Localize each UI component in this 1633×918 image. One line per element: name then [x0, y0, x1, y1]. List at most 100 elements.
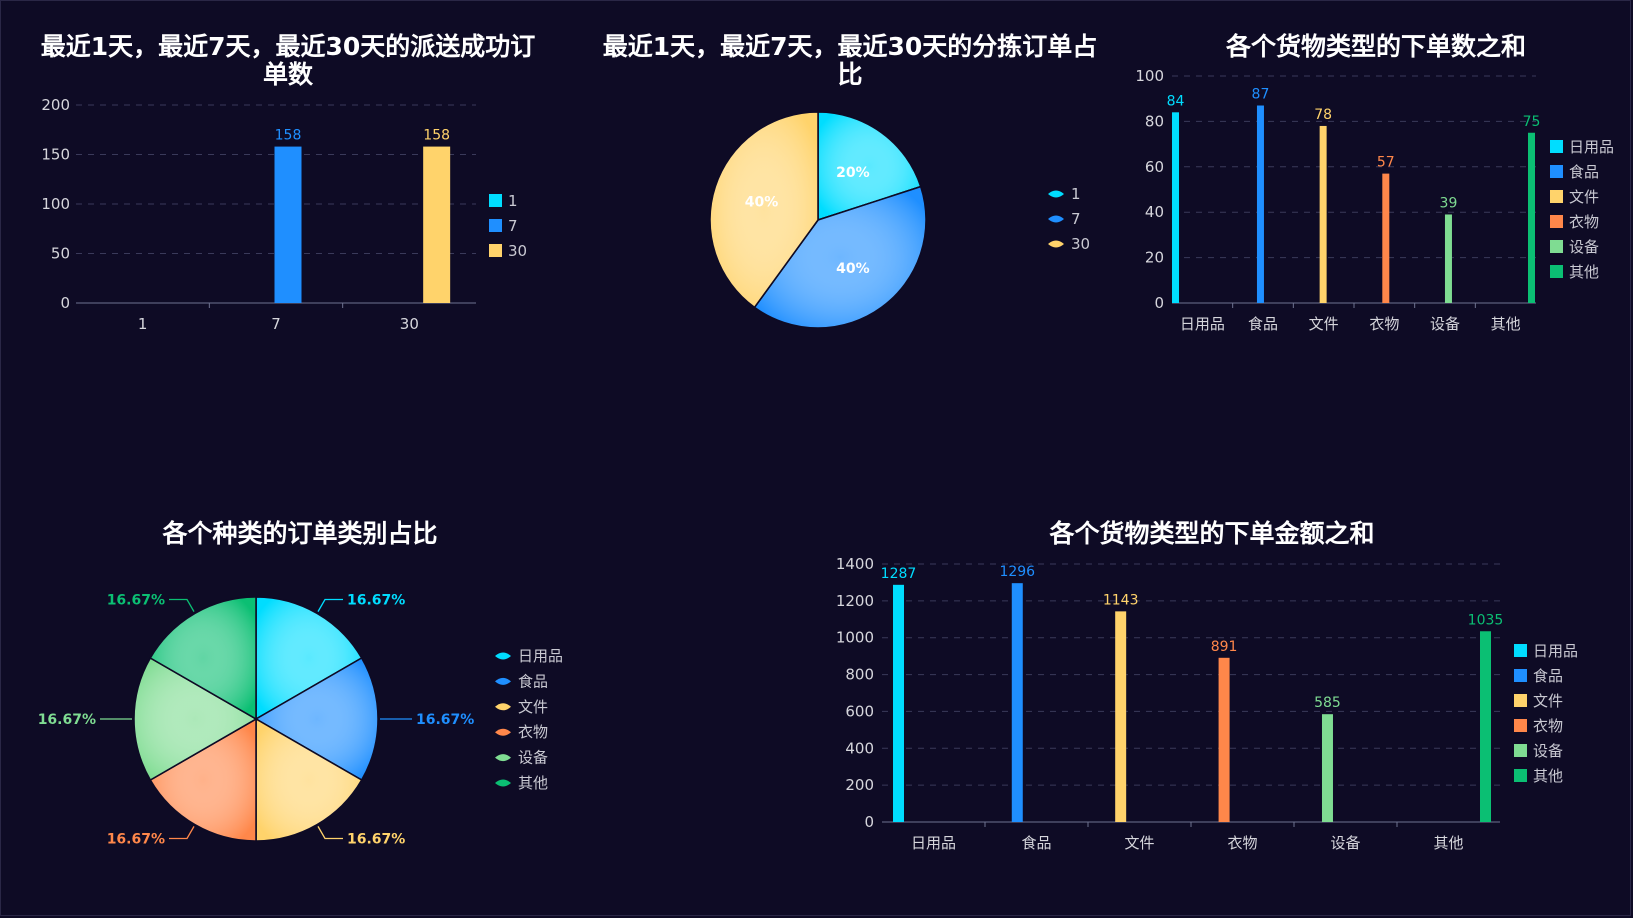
legend-swatch[interactable] [1514, 719, 1527, 732]
x-tick-label: 设备 [1330, 834, 1360, 852]
y-tick-label: 1200 [836, 592, 874, 610]
legend-swatch[interactable] [1550, 215, 1563, 228]
legend-swatch[interactable] [1550, 240, 1563, 253]
legend-swatch[interactable] [1514, 769, 1527, 782]
legend-swatch[interactable] [1550, 140, 1563, 153]
bar-value-label: 57 [1377, 155, 1395, 171]
legend-swatch[interactable] [1514, 669, 1527, 682]
pie-slice-label: 40% [836, 261, 870, 277]
legend-label: 其他 [1569, 263, 1599, 281]
legend-swatch[interactable] [1514, 644, 1527, 657]
legend-swatch[interactable] [495, 754, 511, 762]
y-tick-label: 80 [1145, 112, 1164, 130]
legend-swatch[interactable] [1550, 190, 1563, 203]
bar [1115, 611, 1127, 822]
legend-label: 30 [508, 242, 527, 260]
chart-title: 各个货物类型的下单金额之和 [1048, 519, 1374, 548]
legend-swatch[interactable] [1550, 265, 1563, 278]
x-tick-label: 衣物 [1227, 834, 1257, 852]
bar [1321, 714, 1333, 822]
bar-value-label: 87 [1252, 87, 1270, 103]
legend-label: 设备 [1533, 742, 1563, 760]
y-tick-label: 100 [1135, 67, 1164, 85]
x-tick-label: 食品 [1248, 315, 1278, 333]
pie-slice-shade [255, 717, 363, 842]
pie-slice-shade [149, 717, 257, 842]
chart-title: 最近1天，最近7天，最近30天的分拣订单占 [603, 32, 1098, 61]
legend-label: 日用品 [1533, 642, 1578, 660]
y-tick-label: 60 [1145, 158, 1164, 176]
order-count-by-type-chart: 各个货物类型的下单数之和 0 20 40 60 80 100 日用品 84 食品 87 文件 78 衣物 5… [1110, 0, 1630, 360]
legend-swatch[interactable] [1048, 190, 1064, 198]
pie-slice-label: 20% [836, 165, 870, 181]
legend-swatch[interactable] [1514, 694, 1527, 707]
bar-value-label: 78 [1314, 107, 1332, 123]
bar-value-label: 891 [1211, 639, 1238, 655]
legend-label: 文件 [1569, 188, 1599, 206]
y-tick-label: 40 [1145, 203, 1164, 221]
legend-label: 文件 [518, 698, 548, 716]
legend-label: 设备 [518, 749, 548, 767]
legend-swatch[interactable] [489, 219, 502, 232]
pie-label-line [317, 826, 343, 840]
chart-title: 比 [837, 60, 862, 89]
legend-label: 食品 [1569, 163, 1599, 181]
legend-swatch[interactable] [495, 779, 511, 787]
y-tick-label: 400 [845, 739, 874, 757]
pie-slice-shade [817, 111, 922, 222]
y-tick-label: 0 [864, 813, 874, 831]
bar-value-label: 1143 [1103, 592, 1139, 608]
legend-label: 其他 [518, 774, 548, 792]
bar [1382, 173, 1390, 303]
x-tick-label: 7 [271, 315, 281, 333]
y-tick-label: 1400 [836, 555, 874, 573]
legend-swatch[interactable] [495, 652, 511, 660]
pie-label-line [169, 826, 195, 840]
legend-label: 日用品 [518, 647, 563, 665]
legend-swatch[interactable] [495, 728, 511, 736]
bar [1444, 214, 1452, 303]
pie-slice-shade [133, 656, 258, 782]
bar [1319, 125, 1327, 303]
bar-value-label: 1287 [881, 566, 917, 582]
bar-value-label: 158 [275, 128, 302, 144]
legend-swatch[interactable] [1048, 215, 1064, 223]
legend-swatch[interactable] [489, 194, 502, 207]
y-tick-label: 200 [845, 776, 874, 794]
pie-slice-label: 16.67% [107, 592, 165, 608]
legend-swatch[interactable] [1048, 240, 1064, 248]
legend-swatch[interactable] [495, 703, 511, 711]
pie-slice-shade [149, 596, 257, 721]
order-amount-by-type-chart: 各个货物类型的下单金额之和 0 200 400 600 800 1000 1200 1400 日用… [820, 495, 1630, 895]
delivery-success-chart: 最近1天，最近7天，最近30天的派送成功订 单数 0 50 100 150 200 1 7 30 1… [0, 0, 560, 360]
pie-slice-label: 16.67% [38, 712, 96, 728]
chart-title: 各个货物类型的下单数之和 [1225, 32, 1526, 61]
bar [1480, 631, 1491, 822]
pie-slice-shade [254, 656, 379, 782]
y-tick-label: 1000 [836, 629, 874, 647]
order-category-ratio-chart: 各个种类的订单类别占比 16.67% 16.67% 16.67% 16.67% 16.67… [0, 495, 600, 895]
pie-slice-label: 16.67% [416, 712, 474, 728]
chart-title: 各个种类的订单类别占比 [161, 519, 437, 548]
bar-value-label: 585 [1314, 695, 1341, 711]
x-tick-label: 日用品 [911, 834, 956, 852]
legend-swatch[interactable] [489, 244, 502, 257]
legend-label: 30 [1071, 235, 1090, 253]
bar-value-label: 1296 [999, 564, 1035, 580]
bar-value-label: 84 [1167, 93, 1185, 109]
x-tick-label: 食品 [1021, 834, 1051, 852]
y-tick-label: 0 [60, 294, 70, 312]
legend-swatch[interactable] [495, 677, 511, 685]
legend-swatch[interactable] [1514, 744, 1527, 757]
bar [1011, 583, 1023, 822]
pie-slice-label: 16.67% [347, 592, 405, 608]
legend-label: 食品 [1533, 667, 1563, 685]
y-tick-label: 600 [845, 702, 874, 720]
bar-value-label: 75 [1523, 114, 1541, 130]
legend-label: 衣物 [1533, 717, 1563, 735]
x-tick-label: 设备 [1430, 315, 1460, 333]
x-tick-label: 文件 [1124, 834, 1154, 852]
legend-swatch[interactable] [1550, 165, 1563, 178]
pie-slice-label: 40% [745, 195, 779, 211]
